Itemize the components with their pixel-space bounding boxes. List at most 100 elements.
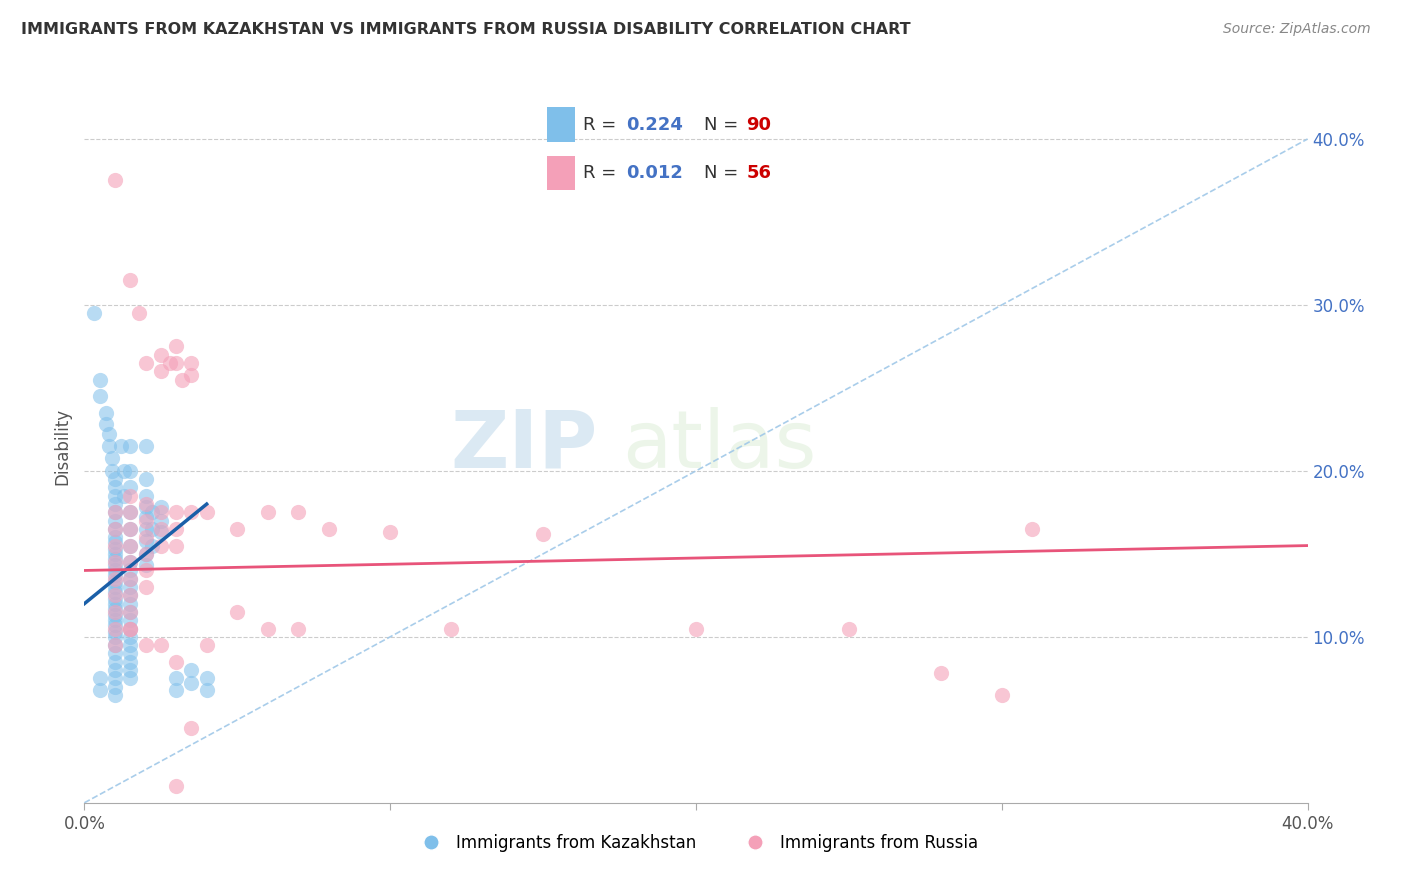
- Point: [149, 348, 172, 362]
- Point: [104, 608, 127, 623]
- Point: [112, 489, 135, 503]
- Point: [226, 522, 249, 536]
- Point: [195, 682, 218, 697]
- Point: [135, 530, 157, 544]
- Point: [120, 647, 142, 661]
- Point: [104, 655, 127, 669]
- Point: [120, 505, 142, 519]
- Point: [104, 522, 127, 536]
- Point: [104, 173, 127, 187]
- Point: [112, 464, 135, 478]
- Point: [141, 505, 163, 519]
- Point: [135, 580, 157, 594]
- Point: [110, 439, 132, 453]
- Point: [135, 547, 157, 561]
- Point: [120, 522, 142, 536]
- Point: [120, 572, 142, 586]
- Point: [1021, 522, 1043, 536]
- Point: [135, 439, 157, 453]
- Point: [180, 676, 202, 690]
- Point: [226, 605, 249, 619]
- Point: [120, 464, 142, 478]
- Point: [104, 688, 127, 702]
- Point: [120, 580, 142, 594]
- Point: [104, 558, 127, 573]
- Point: [104, 597, 127, 611]
- Point: [120, 622, 142, 636]
- Point: [104, 638, 127, 652]
- Point: [180, 663, 202, 677]
- Point: [104, 489, 127, 503]
- Point: [257, 622, 280, 636]
- Point: [165, 682, 187, 697]
- Point: [97, 439, 120, 453]
- Point: [83, 306, 105, 320]
- Point: [104, 580, 127, 594]
- Text: 0.224: 0.224: [626, 116, 682, 134]
- Point: [149, 539, 172, 553]
- Point: [380, 525, 402, 540]
- Point: [120, 555, 142, 569]
- Point: [149, 514, 172, 528]
- Point: [120, 489, 142, 503]
- Point: [120, 572, 142, 586]
- Point: [128, 306, 150, 320]
- Point: [89, 682, 111, 697]
- Point: [104, 564, 127, 578]
- Point: [120, 273, 142, 287]
- Text: 0.012: 0.012: [626, 164, 682, 182]
- Point: [135, 558, 157, 573]
- Point: [159, 356, 181, 370]
- Point: [135, 510, 157, 524]
- Point: [89, 671, 111, 685]
- Point: [120, 539, 142, 553]
- Point: [120, 613, 142, 627]
- Point: [120, 555, 142, 569]
- Point: [104, 601, 127, 615]
- Point: [195, 671, 218, 685]
- Point: [165, 779, 187, 793]
- Point: [120, 522, 142, 536]
- Point: [104, 588, 127, 602]
- Point: [120, 588, 142, 602]
- Point: [180, 721, 202, 735]
- Point: [120, 630, 142, 644]
- Point: [120, 439, 142, 453]
- Point: [104, 680, 127, 694]
- Point: [135, 547, 157, 561]
- Point: [104, 472, 127, 486]
- Point: [165, 522, 187, 536]
- Point: [120, 597, 142, 611]
- Bar: [547, 107, 575, 142]
- Point: [89, 373, 111, 387]
- Point: [120, 638, 142, 652]
- Point: [120, 564, 142, 578]
- Point: [104, 591, 127, 606]
- Point: [104, 663, 127, 677]
- Point: [135, 472, 157, 486]
- Point: [531, 527, 554, 541]
- Text: atlas: atlas: [623, 407, 817, 485]
- Point: [104, 630, 127, 644]
- Point: [104, 671, 127, 685]
- Point: [120, 605, 142, 619]
- Point: [135, 356, 157, 370]
- Point: [104, 622, 127, 636]
- Point: [135, 533, 157, 548]
- Point: [101, 450, 124, 465]
- Point: [104, 535, 127, 549]
- Point: [172, 373, 194, 387]
- Point: [149, 505, 172, 519]
- Point: [120, 671, 142, 685]
- Point: [135, 514, 157, 528]
- Point: [104, 522, 127, 536]
- Point: [104, 547, 127, 561]
- Point: [440, 622, 463, 636]
- Bar: [547, 155, 575, 190]
- Point: [165, 505, 187, 519]
- Point: [257, 505, 280, 519]
- Point: [120, 481, 142, 495]
- Text: IMMIGRANTS FROM KAZAKHSTAN VS IMMIGRANTS FROM RUSSIA DISABILITY CORRELATION CHAR: IMMIGRANTS FROM KAZAKHSTAN VS IMMIGRANTS…: [21, 22, 911, 37]
- Point: [104, 505, 127, 519]
- Text: 90: 90: [747, 116, 772, 134]
